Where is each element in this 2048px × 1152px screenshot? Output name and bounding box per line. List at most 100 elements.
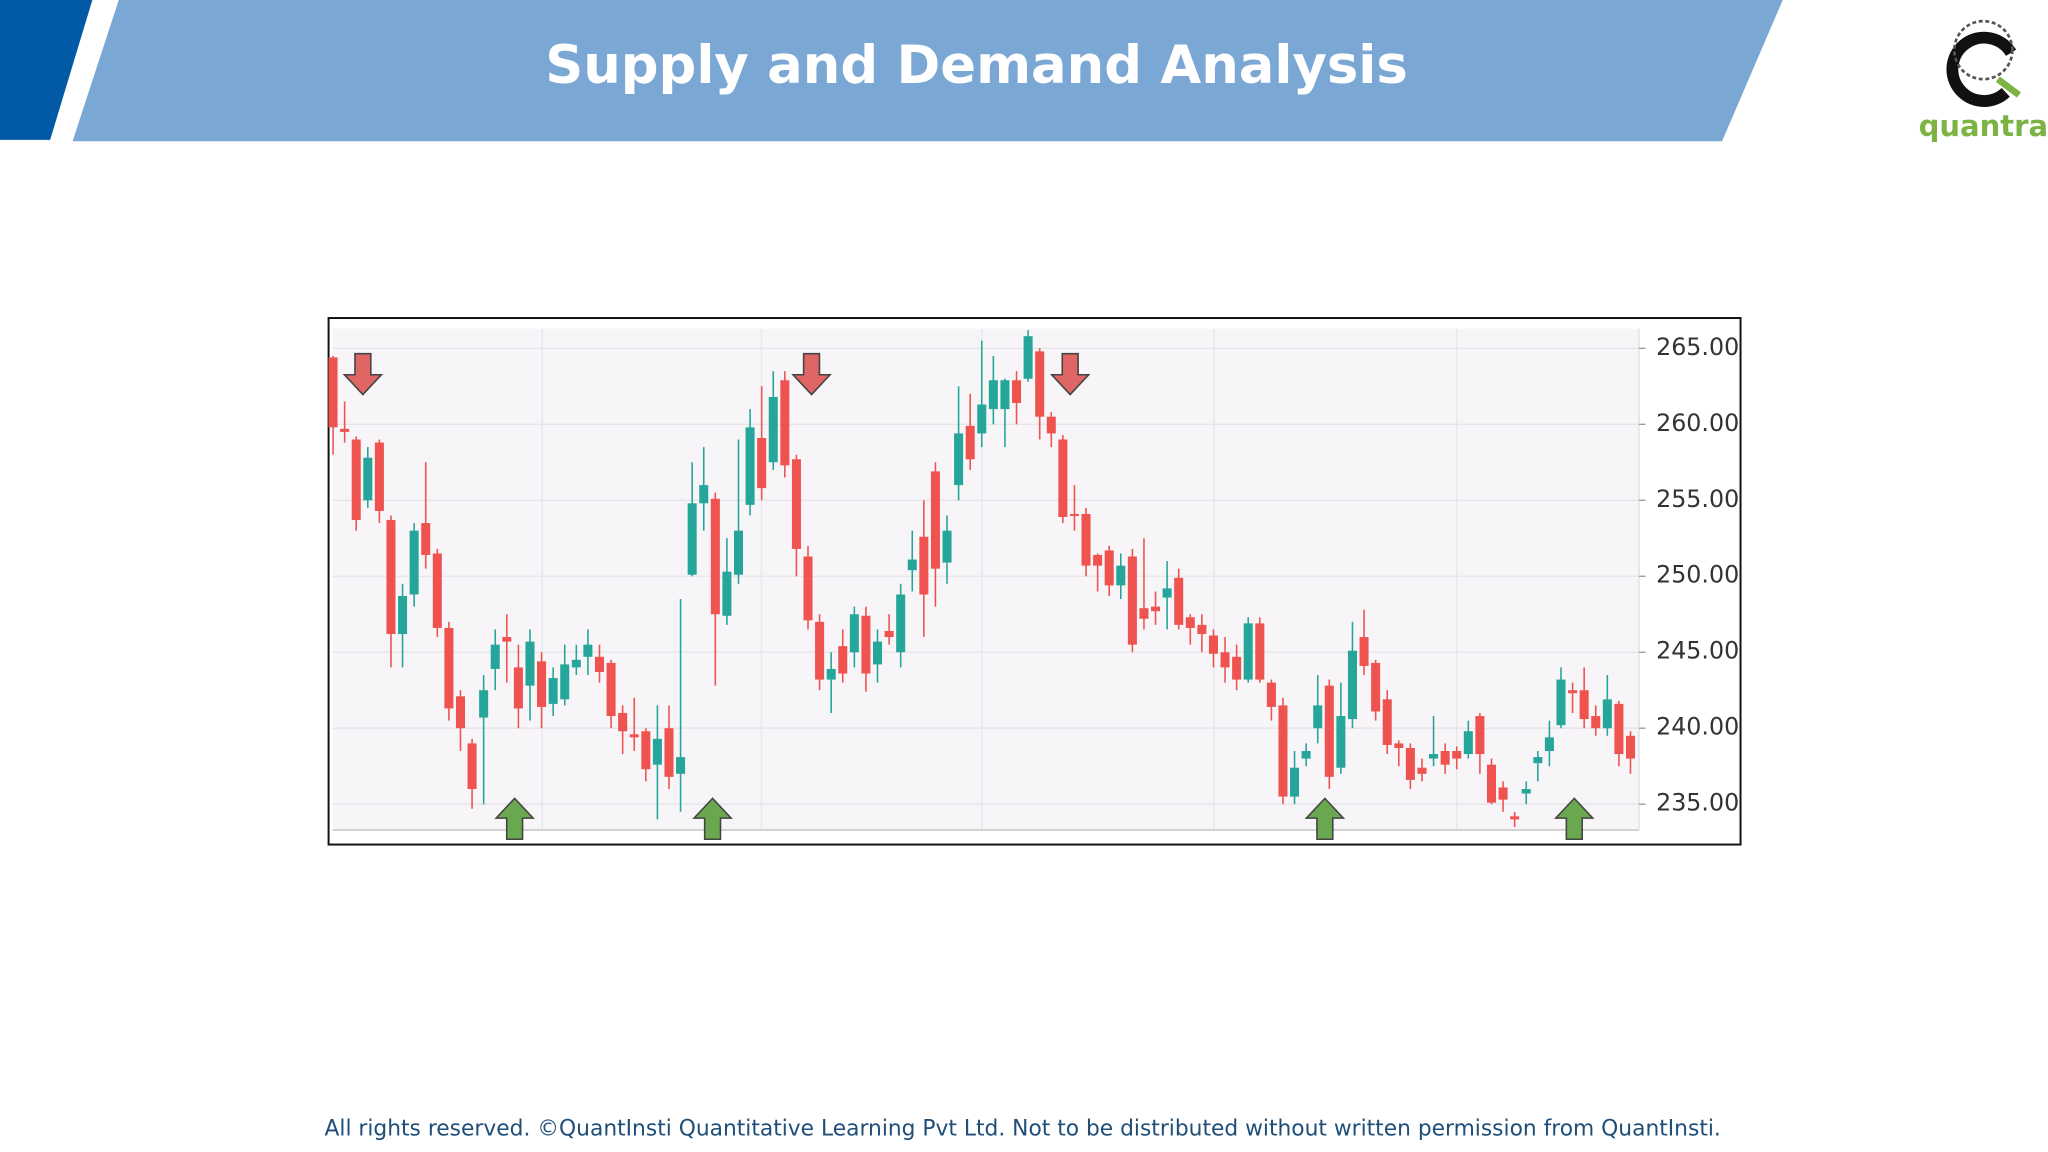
candle-body: [1081, 513, 1091, 566]
candle-body: [1301, 751, 1311, 759]
demand-arrows: [494, 797, 1595, 841]
candle-body: [1579, 690, 1589, 720]
demand-arrow: [1304, 797, 1346, 841]
candle-body: [733, 530, 744, 575]
y-tick-label: 235.00: [1656, 789, 1739, 817]
supply-arrow: [342, 352, 384, 396]
candle-body: [1208, 635, 1218, 654]
candle-body: [1220, 652, 1230, 668]
supply-arrows: [342, 352, 1091, 396]
candle-body: [652, 738, 662, 765]
candle-body: [907, 559, 917, 571]
candles: [328, 330, 1636, 827]
logo-scribble: [1952, 19, 2014, 81]
candle-body: [768, 396, 778, 463]
candle-body: [351, 439, 361, 521]
candle-body: [954, 433, 964, 486]
candle-body: [467, 743, 477, 789]
candle-body: [1046, 416, 1056, 434]
logo-text: quantra: [1919, 109, 2048, 143]
candle-body: [525, 641, 535, 686]
candle-body: [919, 536, 929, 595]
candle-body: [1116, 565, 1126, 586]
candle-body: [641, 731, 651, 770]
candle-body: [571, 659, 581, 668]
candle-body: [398, 596, 408, 635]
candle-body: [1510, 816, 1520, 820]
candle-body: [1197, 624, 1207, 635]
supply-arrow: [791, 352, 832, 396]
candle-body: [629, 734, 639, 738]
candle-body: [872, 641, 883, 665]
candle-body: [1035, 351, 1045, 417]
candle-body: [1556, 679, 1566, 726]
candle-body: [1440, 751, 1450, 765]
demand-arrow: [1553, 797, 1595, 841]
candle-body: [988, 380, 998, 410]
candle-body: [1185, 617, 1195, 628]
y-tick-label: 260.00: [1656, 409, 1739, 437]
y-tick-label: 255.00: [1656, 485, 1739, 513]
candle-body: [710, 498, 720, 615]
demand-arrow: [692, 797, 733, 841]
candle-body: [1602, 699, 1612, 729]
candle-body: [1104, 550, 1114, 586]
candle-body: [757, 437, 767, 489]
candle-body: [421, 523, 431, 555]
candle-body: [861, 615, 871, 674]
candle-body: [432, 553, 442, 628]
candle-body: [722, 571, 732, 616]
demand-arrow: [494, 797, 535, 841]
candle-body: [1429, 754, 1439, 759]
header-band: [72, 0, 1783, 142]
candle-body: [560, 664, 570, 700]
candle-body: [699, 485, 709, 504]
candle-body: [676, 757, 686, 774]
candle-body: [363, 457, 373, 501]
candle-body: [942, 530, 952, 563]
candle-body: [1591, 716, 1601, 729]
supply-arrow: [1049, 352, 1091, 396]
candle-body: [328, 357, 338, 428]
candle-body: [1359, 637, 1369, 666]
candle-body: [490, 644, 500, 669]
y-tick-label: 240.00: [1656, 713, 1739, 741]
candle-body: [1093, 554, 1103, 566]
candle-body: [1162, 588, 1172, 598]
candle-body: [374, 442, 384, 511]
candle-body: [513, 667, 523, 709]
candle-body: [1278, 705, 1288, 797]
candle-body: [1139, 608, 1149, 619]
candle-body: [884, 630, 894, 638]
candle-body: [606, 662, 616, 717]
candle-body: [780, 380, 790, 466]
candle-body: [803, 556, 813, 621]
candle-body: [1324, 685, 1334, 777]
logo: quantra: [1919, 19, 2048, 143]
candle-body: [1012, 380, 1022, 404]
candle-body: [444, 627, 454, 709]
candle-body: [1347, 650, 1357, 720]
candle-body: [1382, 699, 1392, 745]
candle-body: [838, 646, 848, 674]
candle-body: [1243, 623, 1253, 680]
footer-text: All rights reserved. ©QuantInsti Quantit…: [325, 1117, 1721, 1142]
candle-body: [930, 471, 940, 569]
candle-body: [479, 690, 489, 718]
candle-body: [340, 428, 350, 432]
candle-body: [1371, 662, 1381, 712]
candle-body: [1058, 439, 1068, 517]
candle-body: [1069, 513, 1079, 516]
candle-body: [1521, 788, 1531, 794]
candle-body: [548, 678, 558, 704]
logo-ring: [1946, 31, 2017, 107]
candle-body: [1290, 767, 1300, 797]
candle-body: [455, 696, 465, 729]
candle-body: [1127, 556, 1137, 645]
candle-body: [1232, 656, 1242, 680]
y-tick-label: 265.00: [1656, 333, 1739, 361]
candle-body: [896, 594, 906, 653]
candle-body: [965, 425, 975, 460]
